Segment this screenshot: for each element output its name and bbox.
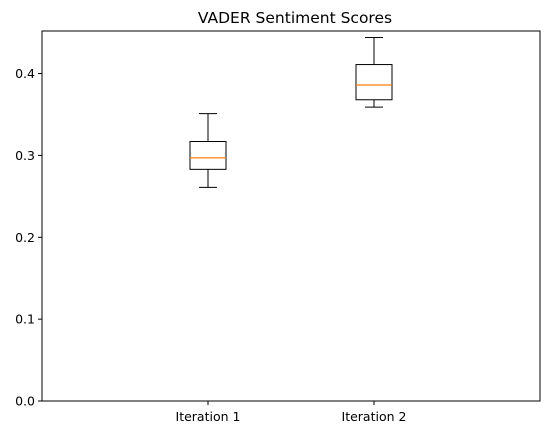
x-axis: Iteration 1 Iteration 2 [176, 401, 407, 424]
x-tick-label: Iteration 1 [176, 409, 241, 424]
y-tick-label: 0.2 [15, 230, 35, 245]
box-2 [355, 37, 393, 108]
chart-title: VADER Sentiment Scores [198, 9, 392, 27]
iqr-box [355, 64, 393, 101]
y-tick-label: 0.0 [15, 394, 35, 409]
y-tick-label: 0.3 [15, 148, 35, 163]
box-series [189, 37, 393, 188]
iqr-box [189, 141, 227, 170]
box-1 [189, 113, 227, 188]
y-tick-label: 0.4 [15, 66, 35, 81]
y-axis: 0.0 0.1 0.2 0.3 0.4 [15, 66, 42, 409]
x-tick-label: Iteration 2 [342, 409, 407, 424]
plot-area-frame [41, 30, 541, 402]
y-tick-label: 0.1 [15, 312, 35, 327]
